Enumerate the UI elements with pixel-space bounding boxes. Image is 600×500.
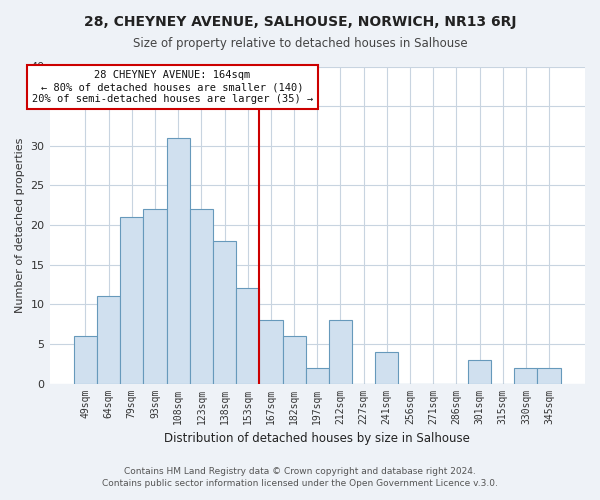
Bar [283,336,305,384]
X-axis label: Distribution of detached houses by size in Salhouse: Distribution of detached houses by size … [164,432,470,445]
Bar [167,138,190,384]
Bar [74,336,97,384]
Bar [375,352,398,384]
Bar [190,209,213,384]
Bar [213,241,236,384]
Bar [329,320,352,384]
Y-axis label: Number of detached properties: Number of detached properties [15,138,25,312]
Text: Size of property relative to detached houses in Salhouse: Size of property relative to detached ho… [133,38,467,51]
Text: 28, CHEYNEY AVENUE, SALHOUSE, NORWICH, NR13 6RJ: 28, CHEYNEY AVENUE, SALHOUSE, NORWICH, N… [84,15,516,29]
Bar [305,368,329,384]
Bar [538,368,560,384]
Text: Contains public sector information licensed under the Open Government Licence v.: Contains public sector information licen… [102,478,498,488]
Bar [120,217,143,384]
Bar [143,209,167,384]
Bar [97,296,120,384]
Text: Contains HM Land Registry data © Crown copyright and database right 2024.: Contains HM Land Registry data © Crown c… [124,467,476,476]
Bar [259,320,283,384]
Bar [236,288,259,384]
Bar [514,368,538,384]
Bar [468,360,491,384]
Text: 28 CHEYNEY AVENUE: 164sqm
← 80% of detached houses are smaller (140)
20% of semi: 28 CHEYNEY AVENUE: 164sqm ← 80% of detac… [32,70,313,104]
